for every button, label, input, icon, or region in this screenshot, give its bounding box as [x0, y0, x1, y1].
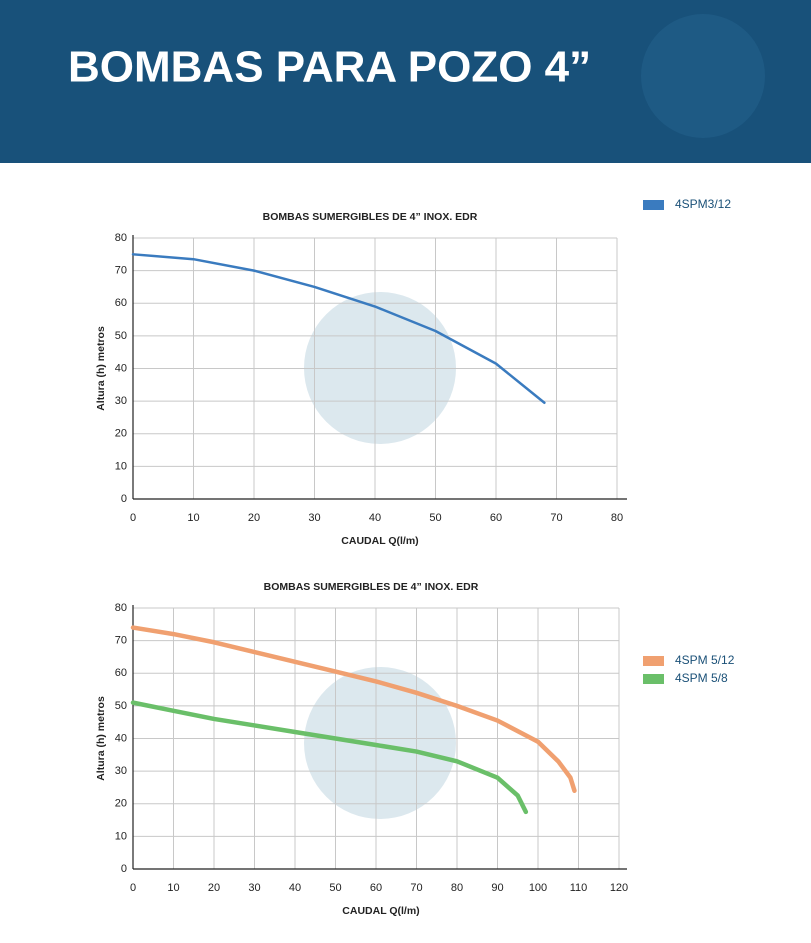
curve	[130, 700, 529, 815]
curve	[131, 253, 546, 405]
y-tick-label: 40	[115, 362, 127, 374]
x-tick-label: 110	[570, 882, 588, 894]
x-axis-label: CAUDAL Q(l/m)	[342, 905, 419, 917]
header-logo	[641, 14, 765, 138]
y-tick-label: 30	[115, 765, 127, 777]
y-tick-label: 10	[115, 830, 127, 842]
x-tick-label: 50	[429, 512, 441, 524]
x-axis-label: CAUDAL Q(l/m)	[341, 535, 418, 547]
chart-title: BOMBAS SUMERGIBLES DE 4” INOX. EDR	[264, 581, 479, 593]
x-tick-label: 30	[308, 512, 320, 524]
legend-label: 4SPM3/12	[675, 197, 731, 211]
x-tick-label: 80	[611, 512, 623, 524]
x-tick-label: 60	[370, 882, 382, 894]
x-tick-label: 10	[187, 512, 199, 524]
y-tick-label: 10	[115, 460, 127, 472]
legend-label: 4SPM 5/8	[675, 671, 728, 685]
y-tick-label: 40	[115, 732, 127, 744]
y-tick-label: 0	[121, 863, 127, 875]
x-tick-label: 60	[490, 512, 502, 524]
y-axis-label: Altura (h) metros	[95, 326, 107, 411]
y-tick-label: 70	[115, 635, 127, 647]
y-tick-label: 80	[115, 232, 127, 244]
x-tick-label: 0	[130, 882, 136, 894]
x-tick-label: 10	[167, 882, 179, 894]
x-tick-label: 120	[610, 882, 628, 894]
x-tick-label: 20	[208, 882, 220, 894]
y-axis-label: Altura (h) metros	[95, 696, 107, 781]
x-tick-label: 30	[248, 882, 260, 894]
y-tick-label: 20	[115, 798, 127, 810]
x-tick-label: 70	[550, 512, 562, 524]
y-tick-label: 80	[115, 602, 127, 614]
x-tick-label: 70	[410, 882, 422, 894]
legend-swatch	[643, 200, 664, 210]
watermark	[304, 667, 456, 819]
header-title: BOMBAS PARA POZO 4”	[68, 43, 591, 92]
x-tick-label: 80	[451, 882, 463, 894]
y-tick-label: 50	[115, 700, 127, 712]
y-tick-label: 0	[121, 493, 127, 505]
x-tick-label: 90	[491, 882, 503, 894]
y-tick-label: 60	[115, 667, 127, 679]
y-tick-label: 70	[115, 265, 127, 277]
y-tick-label: 30	[115, 395, 127, 407]
legend-label: 4SPM 5/12	[675, 653, 735, 667]
y-tick-label: 50	[115, 330, 127, 342]
x-tick-label: 40	[369, 512, 381, 524]
y-tick-label: 60	[115, 297, 127, 309]
x-tick-label: 50	[329, 882, 341, 894]
x-tick-label: 40	[289, 882, 301, 894]
legend-swatch	[643, 656, 664, 666]
x-tick-label: 0	[130, 512, 136, 524]
legend-swatch	[643, 674, 664, 684]
curve	[130, 625, 577, 793]
x-tick-label: 100	[529, 882, 547, 894]
chart-title: BOMBAS SUMERGIBLES DE 4” INOX. EDR	[263, 211, 478, 223]
x-tick-label: 20	[248, 512, 260, 524]
y-tick-label: 20	[115, 428, 127, 440]
